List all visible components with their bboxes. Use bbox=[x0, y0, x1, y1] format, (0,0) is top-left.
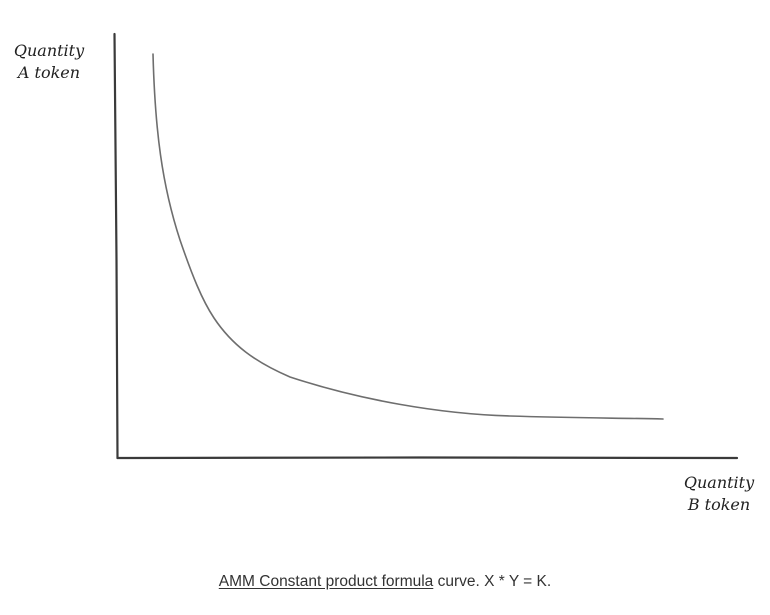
constant-product-curve bbox=[152, 53, 664, 420]
amm-formula-link[interactable]: AMM Constant product formula bbox=[218, 573, 434, 590]
caption-rest-text: curve. X * Y = K. bbox=[433, 573, 552, 590]
x-axis-label: Quantity B token bbox=[672, 472, 766, 516]
y-axis-label: Quantity A token bbox=[4, 40, 94, 84]
x-axis-label-line2: B token bbox=[687, 495, 751, 514]
y-axis-line bbox=[113, 32, 119, 460]
figure-caption: AMM Constant product formula curve. X * … bbox=[0, 573, 770, 591]
amm-curve-diagram bbox=[113, 32, 739, 460]
x-axis-line bbox=[116, 456, 739, 460]
x-axis-label-line1: Quantity bbox=[683, 473, 755, 492]
y-axis-label-line2: A token bbox=[17, 63, 81, 82]
y-axis-label-line1: Quantity bbox=[13, 41, 85, 60]
